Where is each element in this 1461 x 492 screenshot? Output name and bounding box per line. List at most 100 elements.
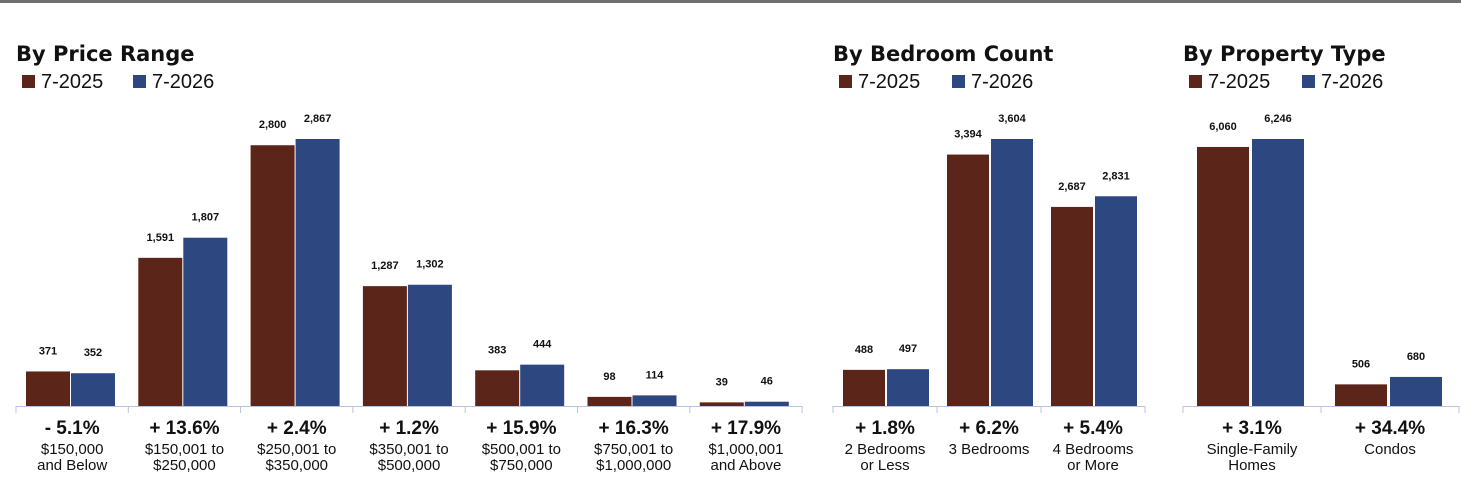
category-label: $1,000,001 [708, 441, 783, 458]
bar-2025 [587, 396, 632, 406]
category-label: Single-Family [1207, 441, 1298, 458]
bar-2025 [1197, 146, 1249, 407]
data-label: 497 [899, 343, 917, 355]
data-label: 114 [646, 369, 665, 381]
legend-label-2025: 7-2025 [41, 71, 103, 93]
data-label: 2,800 [259, 119, 287, 131]
category-label: $250,001 to [257, 441, 336, 458]
percent-change-label: + 17.9% [711, 418, 781, 439]
data-label: 2,867 [304, 113, 332, 125]
bar-2026 [1390, 376, 1442, 406]
percent-change-label: + 16.3% [599, 418, 669, 439]
data-label: 444 [533, 339, 552, 351]
data-label: 383 [488, 344, 506, 356]
legend-swatch-2025 [839, 75, 852, 88]
bar-2025 [699, 402, 744, 406]
category-label: $350,000 [265, 457, 328, 474]
data-label: 488 [855, 344, 873, 356]
legend-swatch-2025 [22, 75, 35, 88]
bar-2026 [295, 139, 340, 406]
legend-swatch-2026 [133, 75, 146, 88]
bar-2026 [991, 139, 1033, 406]
top-divider [0, 0, 1461, 3]
bar-2025 [475, 370, 520, 406]
percent-change-label: + 1.8% [855, 418, 915, 439]
bar-2026 [520, 364, 565, 406]
category-label: Condos [1364, 441, 1416, 458]
category-label: 4 Bedrooms [1053, 441, 1134, 458]
property-type-title: By Property Type [1183, 42, 1386, 66]
data-label: 6,246 [1264, 113, 1292, 125]
bar-2025 [362, 286, 407, 406]
category-label: $150,001 to [145, 441, 224, 458]
category-label: $500,001 to [482, 441, 561, 458]
data-label: 39 [716, 376, 728, 388]
category-label: 3 Bedrooms [949, 441, 1030, 458]
bar-2025 [947, 154, 989, 406]
bar-2026 [744, 401, 789, 406]
category-label: and Above [710, 457, 781, 474]
data-label: 371 [39, 345, 57, 357]
property-type-panel-header: By Property Type 7-2025 7-2026 [1183, 42, 1386, 93]
data-label: 2,687 [1058, 181, 1086, 193]
bar-2025 [26, 371, 70, 406]
data-label: 1,807 [192, 212, 220, 224]
percent-change-label: + 3.1% [1222, 418, 1282, 439]
percent-change-label: + 13.6% [149, 418, 219, 439]
data-label: 98 [603, 371, 615, 383]
percent-change-label: + 2.4% [267, 418, 327, 439]
category-label: 2 Bedrooms [845, 441, 926, 458]
category-label: $750,000 [490, 457, 553, 474]
legend-label-2025: 7-2025 [1208, 71, 1270, 93]
legend-swatch-2026 [952, 75, 965, 88]
category-label: $750,001 to [594, 441, 673, 458]
category-label: $150,000 [41, 441, 104, 458]
bar-2026 [183, 237, 228, 406]
bar-2026 [407, 284, 452, 406]
bar-2025 [1335, 384, 1387, 406]
legend-label-2026: 7-2026 [152, 71, 214, 93]
bedroom-count-panel-header: By Bedroom Count 7-2025 7-2026 [833, 42, 1053, 93]
bar-2025 [843, 369, 885, 406]
data-label: 3,604 [998, 113, 1026, 125]
data-label: 1,302 [416, 259, 444, 271]
bedroom-count-title: By Bedroom Count [833, 42, 1053, 66]
data-label: 3,394 [954, 129, 982, 141]
data-label: 1,287 [371, 260, 399, 272]
category-label: $350,001 to [369, 441, 448, 458]
percent-change-label: + 1.2% [379, 418, 439, 439]
bar-2026 [1252, 139, 1304, 406]
category-label: or Less [860, 457, 909, 474]
price-range-panel-header: By Price Range 7-2025 7-2026 [16, 42, 214, 93]
category-label: and Below [37, 457, 107, 474]
percent-change-label: + 15.9% [486, 418, 556, 439]
legend-label-2026: 7-2026 [1321, 71, 1383, 93]
percent-change-label: + 5.4% [1063, 418, 1123, 439]
percent-change-label: + 34.4% [1355, 418, 1425, 439]
data-label: 680 [1407, 351, 1425, 363]
data-label: 352 [84, 347, 102, 359]
bar-2026 [632, 395, 677, 406]
price-range-title: By Price Range [16, 42, 195, 66]
bar-2025 [1051, 206, 1093, 406]
bar-2026 [887, 369, 929, 406]
legend-label-2026: 7-2026 [971, 71, 1033, 93]
category-label: Homes [1228, 457, 1276, 474]
bar-2026 [1095, 196, 1137, 406]
category-label: or More [1067, 457, 1119, 474]
bar-2025 [250, 145, 295, 406]
data-label: 1,591 [147, 232, 175, 244]
percent-change-label: - 5.1% [45, 418, 100, 439]
category-label: $500,000 [378, 457, 441, 474]
bar-2026 [71, 373, 115, 406]
legend-swatch-2026 [1302, 75, 1315, 88]
bar-2025 [138, 257, 183, 406]
percent-change-label: + 6.2% [959, 418, 1019, 439]
legend-label-2025: 7-2025 [858, 71, 920, 93]
data-label: 46 [761, 376, 773, 388]
category-label: $250,000 [153, 457, 216, 474]
legend-swatch-2025 [1189, 75, 1202, 88]
data-label: 6,060 [1209, 121, 1237, 133]
